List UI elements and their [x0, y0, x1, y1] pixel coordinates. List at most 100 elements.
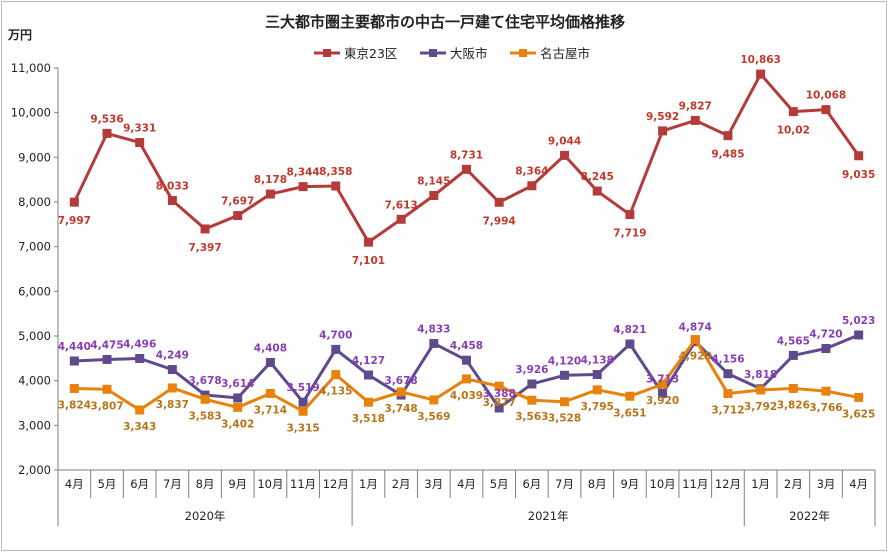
- data-point: [625, 339, 635, 349]
- data-label: 4,833: [417, 323, 450, 335]
- data-point: [462, 355, 471, 365]
- data-point: [233, 211, 243, 221]
- data-label: 3,343: [123, 421, 156, 433]
- data-point: [527, 379, 537, 389]
- data-point: [462, 164, 471, 174]
- data-point: [462, 374, 471, 384]
- data-point: [690, 335, 700, 345]
- data-label: 4,127: [352, 355, 385, 367]
- data-label: 7,994: [483, 215, 516, 227]
- x-tick-label: 7月: [163, 477, 182, 491]
- data-label: 10,068: [806, 90, 847, 102]
- data-label: 10,863: [740, 54, 781, 66]
- x-tick-label: 10月: [257, 477, 283, 491]
- data-point: [821, 386, 831, 396]
- data-label: 3,563: [515, 411, 548, 423]
- x-tick-label: 11月: [290, 477, 316, 491]
- data-label: 4,440: [58, 341, 91, 353]
- data-label: 3,569: [417, 411, 450, 423]
- year-label: 2021年: [528, 509, 569, 523]
- data-label: 3,837: [156, 399, 189, 411]
- data-point: [102, 128, 112, 138]
- x-tick-label: 5月: [98, 477, 117, 491]
- data-point: [363, 370, 373, 380]
- data-label: 9,044: [548, 135, 581, 147]
- data-point: [69, 384, 79, 394]
- data-label: 3,877: [483, 397, 516, 409]
- x-tick-label: 1月: [751, 477, 770, 491]
- data-point: [560, 370, 570, 380]
- data-label: 8,145: [417, 176, 450, 188]
- data-point: [527, 181, 537, 191]
- data-point: [756, 385, 766, 395]
- data-point: [821, 344, 831, 354]
- data-point: [102, 384, 112, 394]
- data-label: 3,712: [711, 405, 744, 417]
- data-point: [135, 354, 145, 364]
- data-point: [167, 383, 177, 393]
- data-point: [494, 381, 504, 391]
- data-label: 3,766: [809, 402, 842, 414]
- legend-marker: [323, 49, 331, 57]
- data-point: [527, 395, 537, 405]
- data-label: 9,827: [679, 100, 712, 112]
- data-point: [658, 388, 668, 398]
- x-tick-label: 4月: [849, 477, 868, 491]
- y-tick-label: 4,000: [18, 374, 51, 388]
- data-label: 9,331: [123, 123, 156, 135]
- data-label: 4,720: [809, 329, 842, 341]
- data-label: 3,920: [646, 395, 679, 407]
- data-point: [788, 107, 798, 117]
- y-tick-label: 6,000: [18, 284, 51, 298]
- y-tick-label: 3,000: [18, 418, 51, 432]
- x-tick-label: 8月: [588, 477, 607, 491]
- data-point: [429, 338, 439, 348]
- data-point: [625, 391, 635, 401]
- data-point: [854, 330, 864, 340]
- data-label: 4,496: [123, 339, 156, 351]
- data-label: 3,528: [548, 413, 581, 425]
- x-tick-label: 3月: [817, 477, 836, 491]
- x-tick-label: 1月: [359, 477, 378, 491]
- x-tick-label: 2月: [392, 477, 411, 491]
- data-label: 4,700: [319, 329, 352, 341]
- data-label: 4,135: [319, 386, 352, 398]
- data-point: [200, 224, 210, 234]
- data-point: [658, 126, 668, 136]
- data-label: 3,519: [286, 382, 319, 394]
- data-label: 4,565: [777, 335, 810, 347]
- data-label: 7,397: [188, 242, 221, 254]
- y-tick-label: 5,000: [18, 329, 51, 343]
- data-point: [396, 387, 406, 397]
- legend: 東京23区 大阪市 名古屋市: [314, 46, 590, 61]
- data-label: 8,245: [581, 171, 614, 183]
- y-tick-label: 9,000: [18, 150, 51, 164]
- data-point: [723, 131, 733, 141]
- x-tick-label: 5月: [490, 477, 509, 491]
- data-point: [429, 191, 439, 201]
- data-point: [331, 344, 341, 354]
- data-point: [331, 181, 341, 191]
- data-point: [265, 357, 275, 367]
- data-point: [331, 370, 341, 380]
- data-point: [363, 237, 373, 247]
- data-label: 4,039: [450, 390, 483, 402]
- data-point: [854, 151, 864, 161]
- x-tick-label: 10月: [650, 477, 676, 491]
- data-point: [233, 402, 243, 412]
- x-tick-label: 12月: [323, 477, 349, 491]
- data-point: [658, 379, 668, 389]
- data-point: [494, 403, 504, 413]
- data-point: [135, 138, 145, 148]
- data-label: 4,821: [613, 324, 646, 336]
- data-point: [592, 385, 602, 395]
- data-point: [69, 197, 79, 207]
- data-label: 4,475: [90, 339, 123, 351]
- data-label: 4,156: [711, 354, 744, 366]
- data-point: [298, 406, 308, 416]
- data-label: 4,874: [679, 322, 712, 334]
- data-label: 3,583: [188, 410, 221, 422]
- data-label: 5,023: [842, 315, 875, 327]
- data-point: [592, 186, 602, 196]
- data-label: 4,408: [254, 342, 287, 354]
